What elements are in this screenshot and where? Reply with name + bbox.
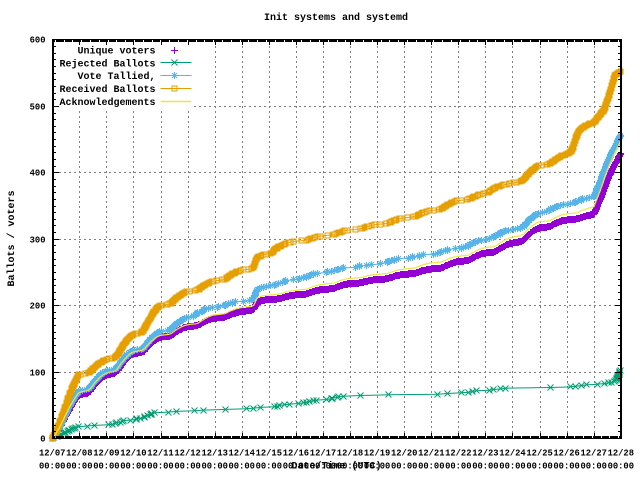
svg-text:00:00: 00:00	[174, 461, 200, 471]
svg-text:00:00: 00:00	[580, 461, 606, 471]
svg-text:12/24: 12/24	[499, 448, 526, 458]
svg-text:12/11: 12/11	[147, 448, 173, 458]
svg-text:00:00: 00:00	[310, 461, 336, 471]
svg-text:00:00: 00:00	[608, 461, 634, 471]
svg-text:00:00: 00:00	[201, 461, 227, 471]
svg-text:12/18: 12/18	[337, 448, 363, 458]
svg-text:00:00: 00:00	[228, 461, 254, 471]
svg-text:200: 200	[30, 302, 46, 312]
svg-text:400: 400	[30, 169, 46, 179]
svg-text:00:00: 00:00	[553, 461, 579, 471]
svg-text:00:00: 00:00	[120, 461, 146, 471]
svg-text:12/09: 12/09	[93, 448, 119, 458]
svg-text:12/19: 12/19	[364, 448, 390, 458]
svg-text:300: 300	[30, 236, 46, 246]
svg-text:00:00: 00:00	[93, 461, 119, 471]
svg-text:00:00: 00:00	[364, 461, 390, 471]
svg-text:500: 500	[30, 103, 46, 113]
svg-text:00:00: 00:00	[66, 461, 92, 471]
svg-text:12/17: 12/17	[310, 448, 336, 458]
svg-text:600: 600	[30, 36, 46, 46]
svg-text:12/20: 12/20	[391, 448, 417, 458]
svg-text:00:00: 00:00	[499, 461, 525, 471]
svg-text:0: 0	[40, 435, 45, 445]
svg-text:Ballots / voters: Ballots / voters	[6, 190, 18, 286]
svg-text:00:00: 00:00	[418, 461, 444, 471]
svg-text:Vote Tallied,: Vote Tallied,	[77, 71, 155, 83]
svg-text:00:00: 00:00	[337, 461, 363, 471]
svg-text:Date/Time (UTC): Date/Time (UTC)	[291, 461, 381, 473]
svg-text:00:00: 00:00	[147, 461, 173, 471]
svg-text:12/15: 12/15	[256, 448, 282, 458]
svg-text:Acknowledgements: Acknowledgements	[59, 97, 155, 109]
svg-text:12/22: 12/22	[445, 448, 471, 458]
svg-text:12/21: 12/21	[418, 448, 444, 458]
svg-text:Rejected Ballots: Rejected Ballots	[59, 58, 155, 70]
svg-text:12/28: 12/28	[608, 448, 634, 458]
svg-text:00:00: 00:00	[283, 461, 309, 471]
svg-text:12/12: 12/12	[174, 448, 200, 458]
svg-text:12/16: 12/16	[283, 448, 309, 458]
svg-text:12/07: 12/07	[39, 448, 65, 458]
svg-text:00:00: 00:00	[39, 461, 65, 471]
svg-text:12/13: 12/13	[201, 448, 227, 458]
svg-text:12/23: 12/23	[472, 448, 498, 458]
svg-text:Init systems and systemd: Init systems and systemd	[264, 12, 408, 24]
svg-text:12/27: 12/27	[580, 448, 606, 458]
svg-text:00:00: 00:00	[256, 461, 282, 471]
svg-text:12/08: 12/08	[66, 448, 92, 458]
svg-text:12/26: 12/26	[553, 448, 579, 458]
svg-text:12/14: 12/14	[228, 448, 255, 458]
svg-text:12/10: 12/10	[120, 448, 146, 458]
svg-text:Received Ballots: Received Ballots	[59, 84, 155, 96]
svg-text:12/25: 12/25	[526, 448, 552, 458]
svg-text:00:00: 00:00	[526, 461, 552, 471]
svg-text:00:00: 00:00	[445, 461, 471, 471]
svg-text:00:00: 00:00	[472, 461, 498, 471]
svg-text:00:00: 00:00	[391, 461, 417, 471]
svg-text:Unique voters: Unique voters	[77, 46, 155, 58]
svg-text:100: 100	[30, 369, 46, 379]
